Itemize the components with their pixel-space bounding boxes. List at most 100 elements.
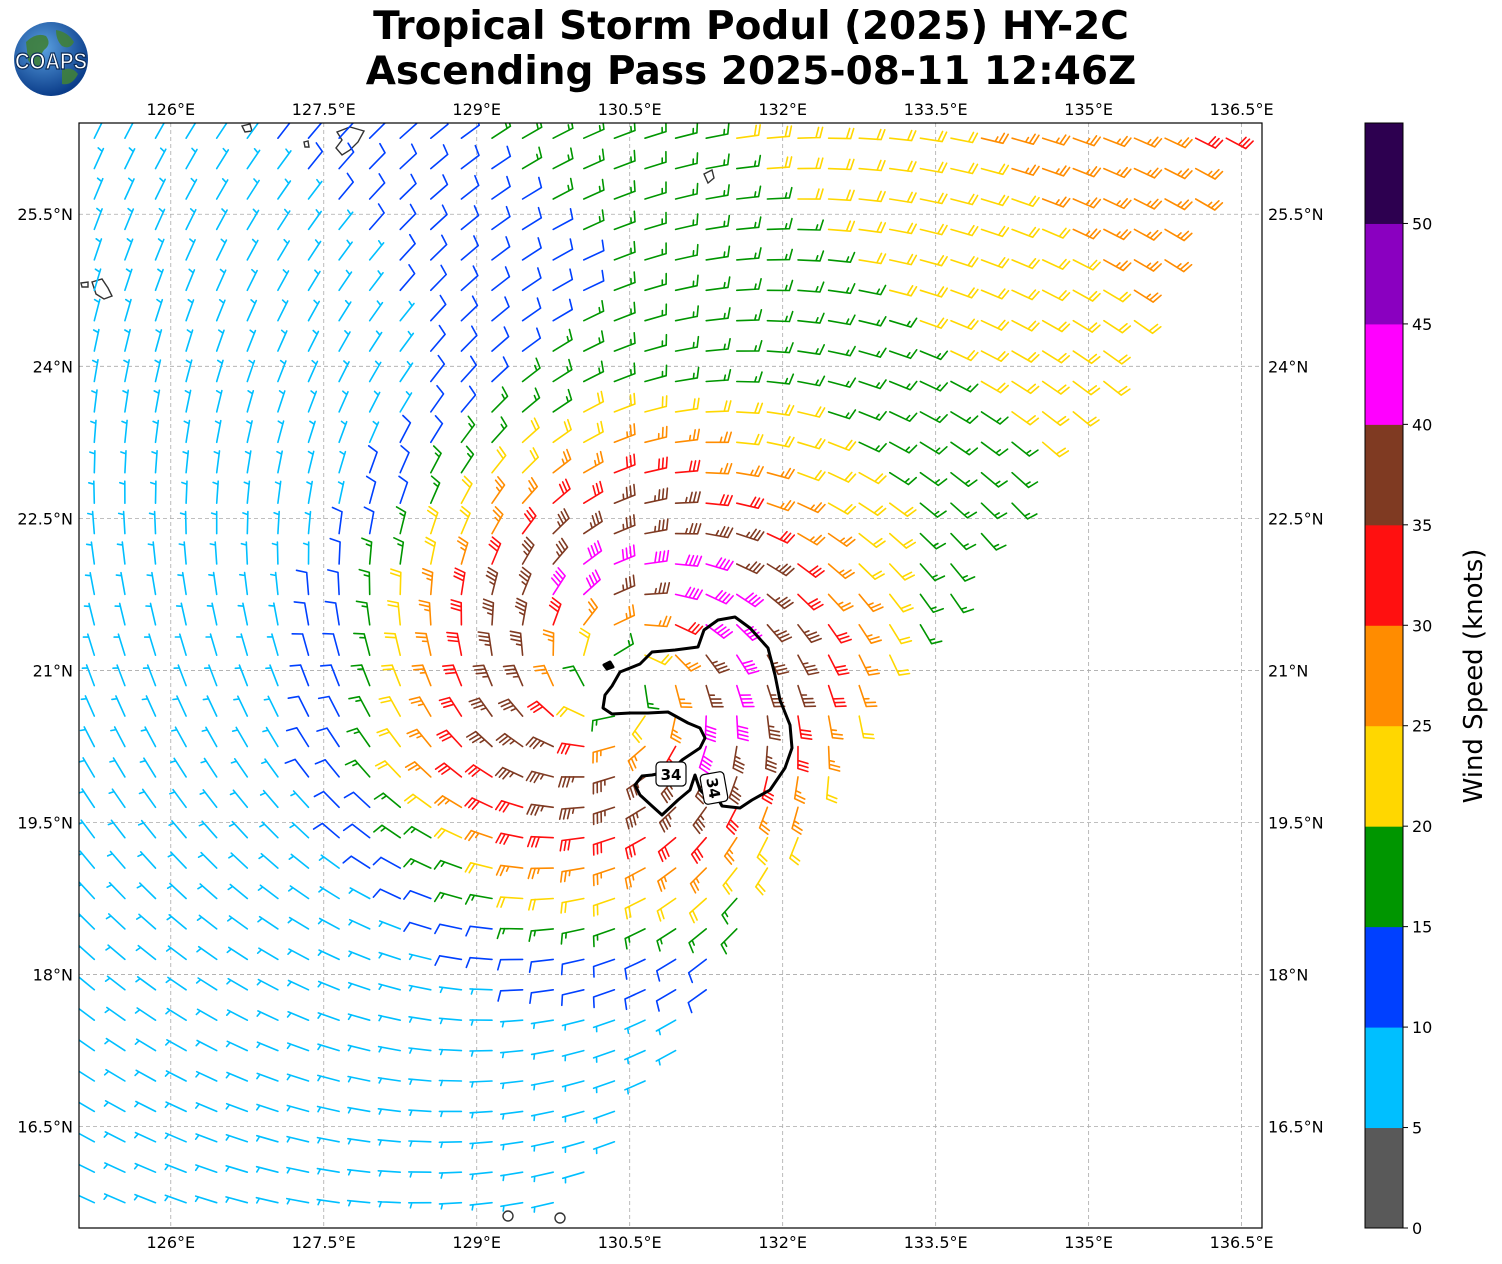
wind-barb-629 — [438, 696, 463, 717]
wind-barb-658 — [525, 736, 554, 750]
wind-barb-317 — [980, 380, 1009, 394]
wind-barb-717 — [79, 819, 96, 839]
wind-barb-957 — [438, 1171, 463, 1179]
wind-barb-447 — [980, 502, 1008, 520]
wind-barb-52 — [521, 146, 543, 170]
coaps-logo: COAPS — [14, 22, 88, 96]
wind-barb-394 — [307, 450, 315, 474]
wind-barb-96 — [736, 185, 762, 200]
wind-barb-440 — [766, 500, 796, 512]
wind-barb-480 — [116, 541, 126, 565]
wind-barb-381 — [889, 441, 918, 454]
wind-barb-799 — [465, 925, 493, 937]
wind-barb-564 — [919, 624, 943, 645]
wind-barb-236 — [613, 301, 636, 322]
wind-barb-906 — [561, 1080, 585, 1092]
wind-barb-593 — [112, 664, 126, 687]
wind-barb-343 — [736, 402, 764, 414]
wind-barb-1 — [124, 123, 134, 139]
wind-barb-327 — [246, 390, 255, 413]
wind-barb-67 — [980, 163, 1010, 176]
wind-barb-278 — [827, 345, 856, 357]
wind-barb-905 — [530, 1080, 554, 1091]
wind-barb-638 — [736, 715, 749, 742]
wind-barb-81 — [277, 178, 292, 200]
wind-barb-315 — [919, 380, 948, 392]
wind-barb-453 — [210, 510, 218, 535]
wind-barb-778 — [496, 896, 524, 908]
wind-barb-389 — [151, 450, 158, 474]
wind-barb-103 — [950, 193, 979, 206]
wind-barb-702 — [343, 791, 371, 809]
wind-barb-805 — [656, 928, 677, 952]
wind-barb-448 — [1011, 502, 1038, 520]
wind-barb-250 — [1041, 319, 1071, 333]
wind-barb-714 — [725, 806, 739, 835]
wind-barb-92 — [613, 180, 636, 200]
wind-barb-326 — [215, 389, 223, 413]
wind-barb-692 — [825, 776, 838, 804]
colorbar-tick-10: 50 — [1412, 214, 1432, 233]
wind-barb-162 — [521, 237, 542, 261]
wind-barb-263 — [368, 330, 383, 352]
wind-barb-314 — [889, 380, 918, 391]
wind-barb-105 — [1011, 195, 1040, 207]
wind-barb-422 — [212, 480, 219, 504]
island-outline-north — [335, 126, 366, 156]
wind-barb-902 — [438, 1079, 463, 1087]
wind-barb-344 — [766, 404, 795, 416]
wind-barb-392 — [244, 450, 252, 474]
wind-barb-323 — [122, 389, 129, 413]
wind-34kt-contour — [601, 615, 794, 817]
wind-barb-122 — [399, 203, 417, 231]
wind-barb-108 — [1103, 198, 1132, 210]
wind-barb-670 — [139, 757, 157, 778]
wind-barb-547 — [387, 600, 401, 626]
wind-barb-611 — [705, 684, 724, 708]
wind-barb-556 — [674, 622, 704, 635]
wind-barb-197 — [491, 266, 511, 292]
wind-barb-748 — [288, 853, 310, 869]
wind-barb-785 — [721, 897, 738, 925]
wind-barb-896 — [256, 1072, 279, 1082]
wind-barb-837 — [317, 980, 340, 991]
wind-barb-138 — [889, 222, 917, 235]
wind-barb-37 — [1225, 136, 1254, 150]
wind-barb-172 — [827, 251, 856, 263]
wind-barb-168 — [705, 245, 731, 261]
wind-barb-935 — [316, 1136, 340, 1144]
wind-barb-397 — [399, 445, 410, 474]
wind-barb-721 — [198, 820, 218, 839]
wind-barb-222 — [185, 298, 195, 322]
wind-barb-864 — [499, 1019, 524, 1028]
wind-barb-498 — [674, 554, 703, 567]
lat-tick-left-2: 22.5°N — [17, 509, 73, 528]
wind-barb-604 — [442, 664, 463, 687]
wind-barb-415 — [950, 471, 978, 487]
wind-barb-826 — [624, 958, 646, 980]
wind-barb-960 — [530, 1171, 554, 1183]
wind-barb-281 — [919, 350, 949, 361]
wind-barb-674 — [261, 758, 279, 778]
wind-barb-861 — [408, 1016, 432, 1023]
wind-barb-514 — [270, 571, 279, 596]
wind-barb-538 — [114, 602, 126, 626]
wind-barb-112 — [93, 207, 103, 231]
wind-barb-437 — [674, 491, 701, 504]
wind-barb-247 — [950, 318, 979, 330]
wind-barb-661 — [627, 745, 646, 772]
wind-barb-220 — [124, 298, 132, 322]
wind-barb-483 — [209, 541, 218, 565]
wind-barb-730 — [464, 829, 493, 842]
wind-barb-249 — [1011, 319, 1040, 332]
wind-barb-768 — [197, 883, 218, 900]
wind-barb-319 — [1041, 380, 1070, 395]
wind-barb-291 — [185, 359, 193, 383]
lon-tick-top-7: 136.5°E — [1210, 100, 1274, 119]
wind-barb-632 — [527, 700, 554, 717]
wind-barb-633 — [556, 706, 585, 718]
wind-barb-609 — [644, 684, 660, 710]
wind-barb-334 — [460, 385, 477, 413]
colorbar-swatch-8 — [1365, 323, 1403, 425]
wind-barb-370 — [552, 418, 572, 444]
